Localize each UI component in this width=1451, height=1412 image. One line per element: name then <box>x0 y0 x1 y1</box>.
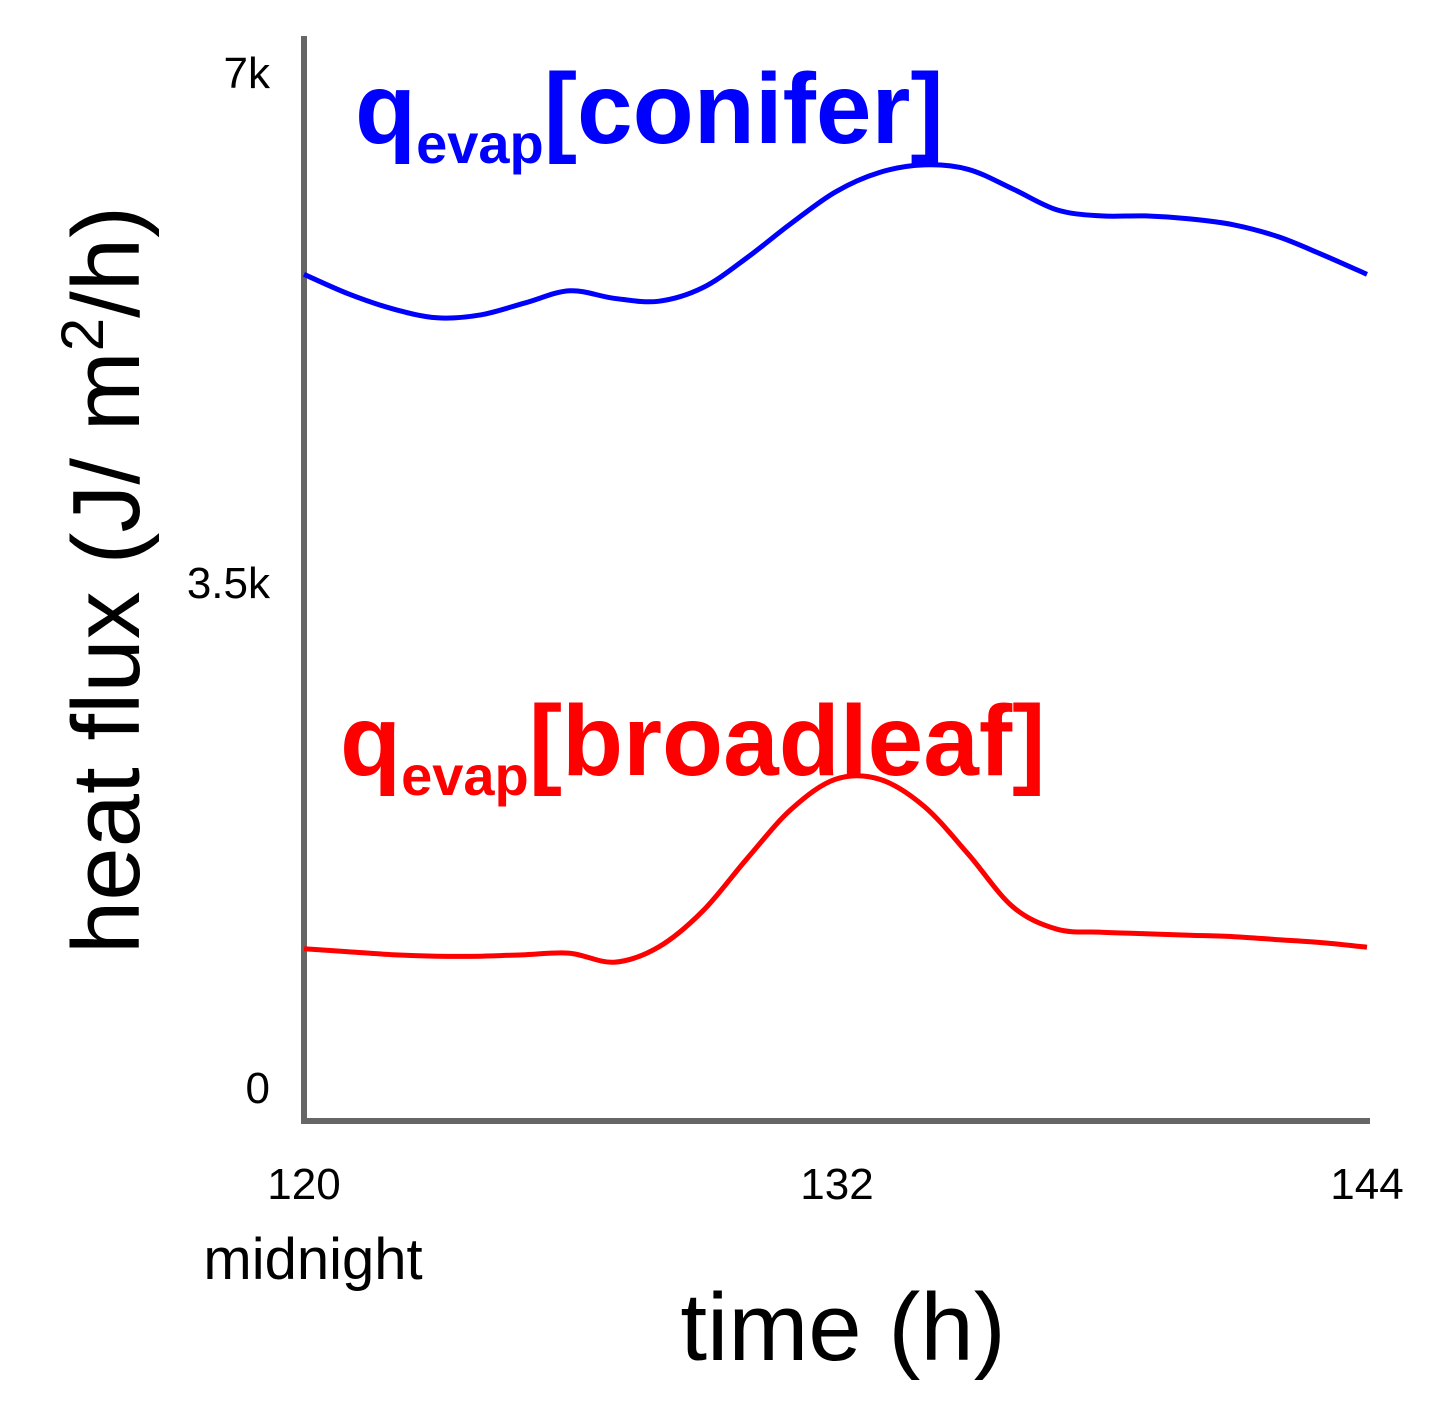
y-axis-title-main: heat flux (J/ m <box>53 351 160 954</box>
series-label-broadleaf-main: q <box>340 685 401 797</box>
x-axis-title: time (h) <box>680 1274 1005 1381</box>
series-label-broadleaf-bracket: [broadleaf] <box>529 685 1046 797</box>
series-label-conifer-subscript: evap <box>416 112 544 175</box>
y-axis-title-tail: /h) <box>53 206 160 318</box>
x-tick-label-120: 120 <box>267 1160 340 1209</box>
x-tick-label-144: 144 <box>1330 1160 1403 1209</box>
y-tick-label-3.5k: 3.5k <box>187 559 271 608</box>
series-label-conifer: qevap[conifer] <box>355 53 944 175</box>
series-label-broadleaf: qevap[broadleaf] <box>340 685 1045 807</box>
y-tick-label-0: 0 <box>246 1064 270 1113</box>
series-line-broadleaf <box>303 773 1368 965</box>
x-tick-sublabel-midnight: midnight <box>203 1227 422 1292</box>
series-label-broadleaf-subscript: evap <box>401 744 529 807</box>
series-line-conifer <box>302 162 1368 321</box>
y-axis-title-superscript: 2 <box>49 318 116 351</box>
x-tick-label-132: 132 <box>800 1160 873 1209</box>
series-label-conifer-bracket: [conifer] <box>544 53 944 165</box>
y-axis-title: heat flux (J/ m2/h) <box>49 206 160 954</box>
y-tick-label-7k: 7k <box>224 49 271 98</box>
series-label-conifer-main: q <box>355 53 416 165</box>
